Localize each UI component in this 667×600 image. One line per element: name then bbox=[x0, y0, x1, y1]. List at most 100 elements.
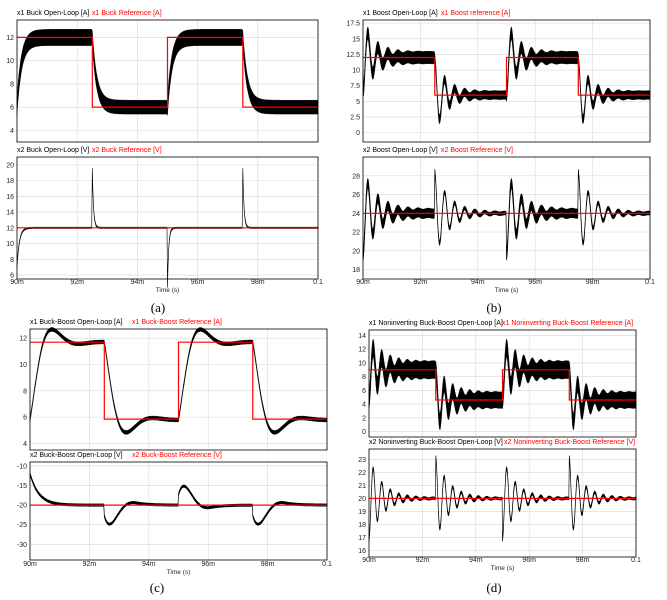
y-tick-label: 14 bbox=[6, 210, 14, 217]
x-tick-label: 94m bbox=[471, 279, 485, 286]
x-tick-label: 98m bbox=[586, 279, 600, 286]
x-tick-label: 92m bbox=[70, 279, 84, 286]
x-axis-label: Time (s) bbox=[156, 287, 180, 294]
x-tick-label: 92m bbox=[416, 557, 430, 564]
signal-trace bbox=[362, 169, 651, 261]
y-tick-label: 18 bbox=[6, 178, 14, 185]
reference-line bbox=[17, 36, 318, 108]
subplot-1-1: 4 6 8 10 12 x1 Buck Open-Loop [A] x1 Buck Refe… bbox=[6, 10, 319, 143]
y-tick-label: 16 bbox=[358, 548, 366, 555]
legend-entry: x1 Noninverting Buck-Boost Open-Loop [A] bbox=[369, 320, 503, 327]
legend-entry: x1 Boost reference [A] bbox=[441, 10, 510, 17]
plot-frame bbox=[16, 19, 319, 143]
plot-frame bbox=[362, 19, 651, 143]
y-tick-label: 12 bbox=[358, 347, 366, 354]
y-tick-label: -10 bbox=[17, 463, 27, 470]
panel-caption: (a) bbox=[151, 300, 165, 315]
y-tick-label: 20 bbox=[6, 162, 14, 169]
y-tick-label: 10 bbox=[6, 241, 14, 248]
plot-frame bbox=[29, 328, 328, 451]
x-axis-label: Time (s) bbox=[495, 287, 519, 294]
chart-panel-1: 4 6 8 10 12 x1 Buck Open-Loop [A] x1 Buck Refe… bbox=[6, 10, 323, 315]
reference-line bbox=[30, 341, 327, 420]
y-tick-label: 0 bbox=[362, 429, 366, 436]
chart-panel-3: 4 6 8 10 12 x1 Buck-Boost Open-Loop [A] x1 Buc… bbox=[17, 319, 332, 595]
x-tick-label: 92m bbox=[83, 561, 97, 568]
y-tick-label: 20 bbox=[352, 248, 360, 255]
x-tick-label: 98m bbox=[251, 279, 265, 286]
y-tick-label: 10 bbox=[352, 68, 360, 75]
y-tick-label: -15 bbox=[17, 483, 27, 490]
y-tick-label: 22 bbox=[352, 230, 360, 237]
x-tick-label: 96m bbox=[522, 557, 536, 564]
y-tick-label: 14 bbox=[358, 333, 366, 340]
legend-entry: x2 Boost Open-Loop [V] bbox=[363, 147, 438, 154]
x-tick-label: 90m bbox=[10, 279, 24, 286]
x-tick-label: 0.1 bbox=[313, 279, 323, 286]
x-tick-label: 94m bbox=[469, 557, 483, 564]
legend-entry: x2 Buck-Boost Reference [V] bbox=[132, 452, 222, 459]
x-tick-label: 94m bbox=[131, 279, 145, 286]
legend-entry: x2 Buck Reference [V] bbox=[92, 147, 162, 154]
y-tick-label: 19 bbox=[358, 509, 366, 516]
subplot-3-1: 4 6 8 10 12 x1 Buck-Boost Open-Loop [A] x1 Buc… bbox=[19, 319, 328, 451]
plot-frame bbox=[362, 156, 651, 280]
x-tick-label: 96m bbox=[201, 561, 215, 568]
y-tick-label: -25 bbox=[17, 522, 27, 529]
x-axis-label: Time (s) bbox=[491, 565, 515, 572]
subplot-4-2: 16 17 18 19 20 21 22 23 x2 Noninverting Buck-Boo… bbox=[358, 439, 637, 558]
y-tick-label: 24 bbox=[352, 211, 360, 218]
x-tick-label: 0.1 bbox=[645, 279, 655, 286]
y-tick-label: 15 bbox=[352, 36, 360, 43]
y-tick-label: 22 bbox=[358, 470, 366, 477]
x-tick-label: 0.1 bbox=[322, 561, 332, 568]
signal-trace bbox=[29, 472, 328, 526]
plot-frame bbox=[16, 156, 319, 280]
x-tick-label: 96m bbox=[191, 279, 205, 286]
y-tick-label: 28 bbox=[352, 173, 360, 180]
y-tick-label: 2 bbox=[362, 415, 366, 422]
plot-frame bbox=[368, 329, 637, 438]
y-tick-label: 16 bbox=[6, 194, 14, 201]
y-tick-label: 4 bbox=[362, 402, 366, 409]
y-tick-label: 2.5 bbox=[350, 114, 360, 121]
y-tick-label: 12 bbox=[19, 336, 27, 343]
legend-entry: x2 Noninverting Buck-Boost Open-Loop [V] bbox=[369, 439, 503, 446]
y-tick-label: 0 bbox=[356, 130, 360, 137]
y-tick-label: 6 bbox=[10, 105, 14, 112]
legend-entry: x2 Buck-Boost Open-Loop [V] bbox=[30, 452, 123, 459]
y-tick-label: 6 bbox=[23, 415, 27, 422]
y-tick-label: 10 bbox=[6, 58, 14, 65]
reference-line bbox=[369, 369, 636, 401]
legend-entry: x1 Buck-Boost Reference [A] bbox=[132, 319, 222, 326]
x-tick-label: 90m bbox=[362, 557, 376, 564]
panel-caption: (b) bbox=[486, 300, 501, 315]
x-tick-label: 98m bbox=[576, 557, 590, 564]
legend-entry: x1 Buck-Boost Open-Loop [A] bbox=[30, 319, 123, 326]
y-tick-label: 8 bbox=[10, 257, 14, 264]
legend-entry: x1 Noninverting Buck-Boost Reference [A] bbox=[502, 320, 633, 327]
y-tick-label: 4 bbox=[10, 128, 14, 135]
y-tick-label: 20 bbox=[358, 496, 366, 503]
y-tick-label: 5 bbox=[356, 99, 360, 106]
subplot-1-2: 6 8 10 12 14 16 18 20 x2 Buck Open-Loop [V] x2 Bu… bbox=[6, 147, 319, 288]
x-tick-label: 0.1 bbox=[631, 557, 641, 564]
legend-entry: x1 Boost Open-Loop [A] bbox=[363, 10, 438, 17]
y-tick-label: -20 bbox=[17, 503, 27, 510]
y-tick-label: 4 bbox=[23, 441, 27, 448]
y-tick-label: 8 bbox=[362, 374, 366, 381]
x-tick-label: 94m bbox=[142, 561, 156, 568]
x-tick-label: 90m bbox=[356, 279, 370, 286]
y-tick-label: 6 bbox=[362, 388, 366, 395]
y-tick-label: 10 bbox=[358, 360, 366, 367]
x-tick-label: 90m bbox=[23, 561, 37, 568]
y-tick-label: -30 bbox=[17, 542, 27, 549]
legend-entry: x1 Buck Open-Loop [A] bbox=[17, 10, 89, 17]
y-tick-label: 17 bbox=[358, 535, 366, 542]
y-tick-label: 8 bbox=[10, 81, 14, 88]
legend-entry: x2 Boost Reference [V] bbox=[441, 147, 513, 154]
